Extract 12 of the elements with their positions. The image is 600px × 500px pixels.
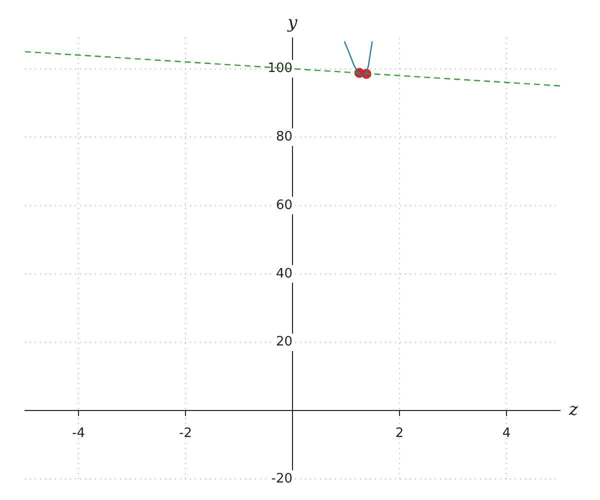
x-tick-label: 2 bbox=[395, 426, 404, 441]
y-tick-label: 100 bbox=[268, 61, 292, 76]
y-tick-label: 60 bbox=[276, 198, 292, 213]
y-axis-title: y bbox=[286, 12, 298, 33]
y-tick-label: 80 bbox=[276, 130, 292, 145]
y-tick-label: 20 bbox=[276, 334, 292, 350]
y-tick-label: -20 bbox=[271, 471, 292, 486]
y-tick-label: 40 bbox=[276, 266, 292, 282]
x-tick-label: 4 bbox=[502, 426, 511, 441]
x-axis-title: z bbox=[568, 400, 579, 420]
x-tick-label: -4 bbox=[72, 426, 85, 441]
x-tick-label: -2 bbox=[179, 426, 192, 441]
